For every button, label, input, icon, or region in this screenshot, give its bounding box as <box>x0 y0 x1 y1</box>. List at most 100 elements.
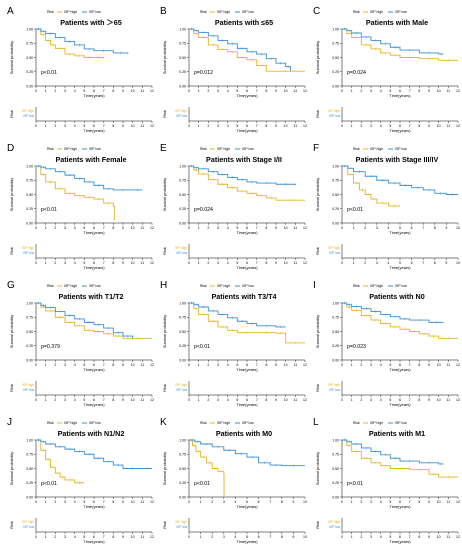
risk-row-label-high: ISP high <box>328 520 340 524</box>
risk-x-tick-label: 10 <box>456 261 460 265</box>
risk-x-tick-label: 8 <box>418 535 420 539</box>
legend-label-low: ISP low <box>242 421 254 425</box>
x-tick-label: 10 <box>284 89 288 93</box>
y-axis-title: Survival probability <box>9 178 14 212</box>
x-tick-label: 12 <box>150 363 154 367</box>
risk-x-tick-label: 12 <box>150 124 154 128</box>
risk-x-tick-label: 0 <box>341 124 343 128</box>
legend-title: Risk <box>47 284 54 288</box>
y-axis-title: Survival probability <box>162 41 167 75</box>
x-tick-label: 0 <box>341 363 343 367</box>
risk-row-label-low: ISP low <box>23 525 34 529</box>
x-tick-label: 3 <box>64 363 66 367</box>
y-tick-label: 0.25 <box>332 207 339 211</box>
y-tick-label: 0.50 <box>179 193 186 197</box>
x-tick-label: 11 <box>294 226 298 230</box>
risk-x-tick-label: 10 <box>131 124 135 128</box>
risk-x-tick-label: 3 <box>64 398 66 402</box>
risk-x-tick-label: 0 <box>188 124 190 128</box>
risk-row-label-high: ISP high <box>328 383 340 387</box>
x-tick-label: 5 <box>399 226 401 230</box>
x-tick-label: 10 <box>131 500 135 504</box>
x-tick-label: 12 <box>150 226 154 230</box>
risk-x-tick-label: 6 <box>93 261 95 265</box>
risk-x-tick-label: 1 <box>351 535 353 539</box>
legend-title: Risk <box>353 284 360 288</box>
legend-label-low: ISP low <box>395 421 407 425</box>
x-tick-label: 2 <box>207 226 209 230</box>
x-tick-label: 4 <box>227 363 229 367</box>
panel-title: Patients with Stage I/II <box>206 155 282 164</box>
risk-y-title: Risk <box>9 110 14 118</box>
risk-x-tick-label: 5 <box>246 535 248 539</box>
panel-letter: D <box>7 143 14 154</box>
risk-x-tick-label: 1 <box>351 398 353 402</box>
series-high-line <box>36 165 115 221</box>
x-tick-label: 7 <box>409 500 411 504</box>
x-tick-label: 10 <box>437 500 441 504</box>
y-tick-label: 0.75 <box>26 42 33 46</box>
risk-x-tick-label: 5 <box>236 398 238 402</box>
x-tick-label: 12 <box>150 500 154 504</box>
risk-x-tick-label: 2 <box>360 398 362 402</box>
risk-x-tick-label: 3 <box>370 398 372 402</box>
risk-x-tick-label: 1 <box>200 535 202 539</box>
x-tick-label: 0 <box>35 226 37 230</box>
legend-label-low: ISP low <box>242 147 254 151</box>
x-tick-label: 6 <box>246 363 248 367</box>
risk-row-label-low: ISP low <box>329 114 340 118</box>
p-value: p<0.01 <box>41 70 57 76</box>
risk-row-label-low: ISP low <box>329 525 340 529</box>
x-tick-label: 4 <box>74 500 76 504</box>
risk-row-label-low: ISP low <box>23 388 34 392</box>
risk-x-tick-label: 5 <box>389 398 391 402</box>
risk-x-tick-label: 8 <box>265 261 267 265</box>
x-tick-label: 9 <box>428 363 430 367</box>
risk-x-axis-title: Time(years) <box>236 539 258 544</box>
x-tick-label: 10 <box>284 363 288 367</box>
y-tick-label: 0.50 <box>332 193 339 197</box>
x-tick-label: 4 <box>387 226 389 230</box>
risk-x-tick-label: 4 <box>227 124 229 128</box>
series-high-line <box>189 439 225 496</box>
risk-x-tick-label: 7 <box>422 261 424 265</box>
x-tick-label: 4 <box>227 226 229 230</box>
risk-x-tick-label: 12 <box>150 261 154 265</box>
risk-x-tick-label: 7 <box>256 398 258 402</box>
risk-x-tick-label: 6 <box>93 124 95 128</box>
x-tick-label: 3 <box>217 89 219 93</box>
x-tick-label: 8 <box>265 89 267 93</box>
risk-row-label-low: ISP low <box>23 114 34 118</box>
p-value: p=0.024 <box>347 70 366 76</box>
risk-x-tick-label: 0 <box>188 535 190 539</box>
x-tick-label: 8 <box>418 89 420 93</box>
risk-x-tick-label: 1 <box>198 261 200 265</box>
x-tick-label: 10 <box>131 89 135 93</box>
risk-x-tick-label: 9 <box>428 535 430 539</box>
y-axis-title: Survival probability <box>9 315 14 349</box>
x-tick-label: 0 <box>35 500 37 504</box>
legend-label-low: ISP low <box>89 284 101 288</box>
risk-x-tick-label: 4 <box>380 124 382 128</box>
series-high-line <box>342 28 458 61</box>
risk-x-tick-label: 0 <box>341 535 343 539</box>
x-tick-label: 8 <box>112 89 114 93</box>
series-low-line <box>342 302 444 323</box>
y-tick-label: 0.00 <box>179 358 186 362</box>
series-high-line <box>342 302 458 339</box>
x-tick-label: 0 <box>188 226 190 230</box>
x-tick-label: 7 <box>256 89 258 93</box>
x-tick-label: 11 <box>294 89 298 93</box>
risk-y-title: Risk <box>315 384 320 392</box>
risk-x-tick-label: 6 <box>411 261 413 265</box>
x-tick-label: 12 <box>150 89 154 93</box>
x-tick-label: 4 <box>227 89 229 93</box>
panel-title: Patients with N0 <box>369 292 425 301</box>
risk-x-tick-label: 5 <box>389 535 391 539</box>
risk-x-tick-label: 12 <box>456 124 460 128</box>
risk-x-tick-label: 5 <box>83 124 85 128</box>
risk-x-tick-label: 10 <box>284 124 288 128</box>
x-tick-label: 9 <box>445 226 447 230</box>
x-tick-label: 8 <box>265 363 267 367</box>
